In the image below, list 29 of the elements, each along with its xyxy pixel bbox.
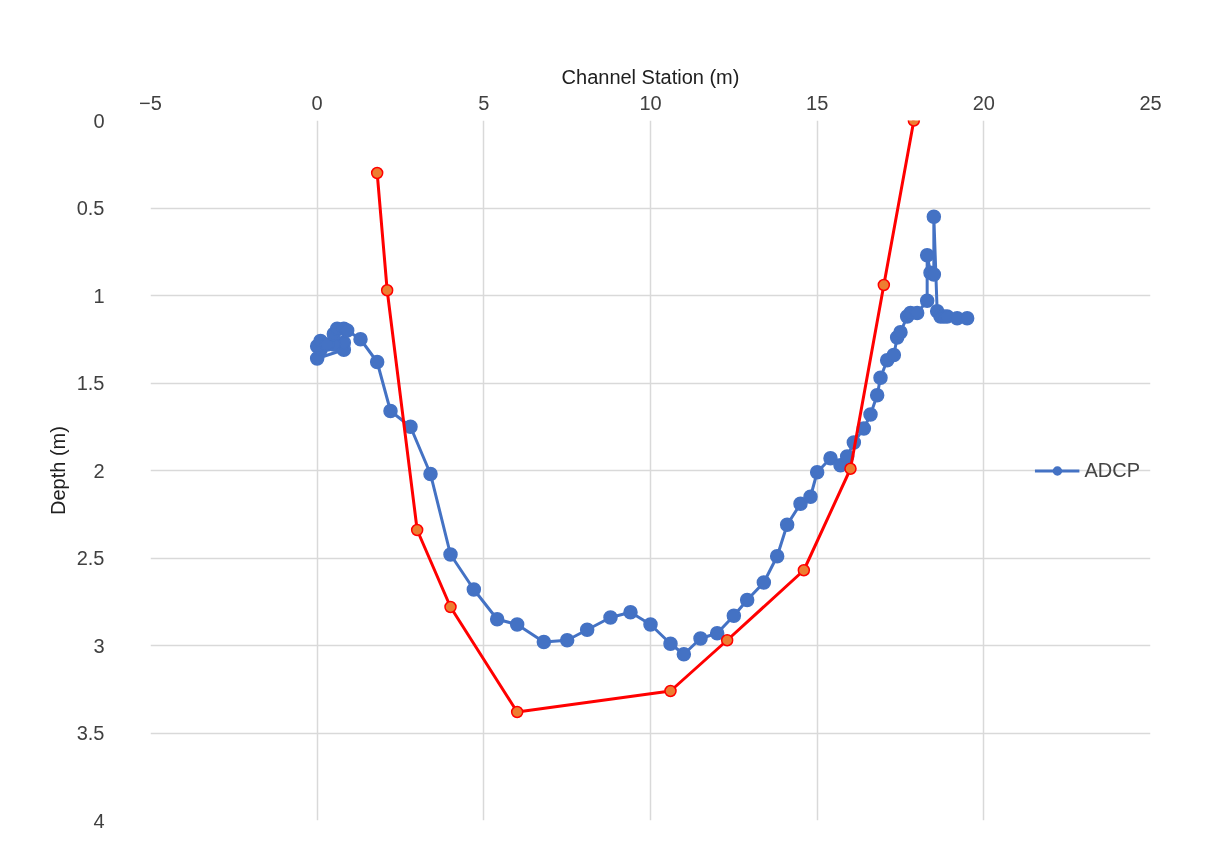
point xyxy=(720,634,734,647)
point xyxy=(410,523,424,537)
x-tick-label: 20 xyxy=(972,91,995,114)
point xyxy=(664,684,677,698)
y-tick-label: 2.5 xyxy=(76,547,105,569)
y-axis-title: Depth (m) xyxy=(46,426,69,515)
y-tick-label: 1 xyxy=(93,284,105,307)
y-tick-label: 3.5 xyxy=(76,722,105,744)
point xyxy=(370,166,384,180)
y-tick-label: 0.5 xyxy=(76,197,105,219)
legend-label: ADCP xyxy=(1084,458,1140,482)
point xyxy=(797,564,811,577)
point xyxy=(380,284,394,297)
point xyxy=(444,600,457,614)
y-tick-label: 1.5 xyxy=(76,372,105,394)
y-tick-label: 3 xyxy=(93,634,105,657)
point xyxy=(510,705,524,719)
y-tick-label: 4 xyxy=(93,809,105,832)
point xyxy=(877,278,891,292)
x-tick-label: −5 xyxy=(139,91,162,114)
x-axis-title: Channel Station (m) xyxy=(561,65,740,88)
x-tick-label: 0 xyxy=(311,91,323,114)
x-tick-label: 5 xyxy=(478,91,490,114)
x-tick-label: 15 xyxy=(806,91,829,114)
y-tick-label: 2 xyxy=(93,459,105,482)
y-tick-label: 0 xyxy=(93,109,105,132)
x-tick-label: 25 xyxy=(1139,91,1162,114)
x-tick-label: 10 xyxy=(639,91,662,114)
point xyxy=(844,462,857,475)
